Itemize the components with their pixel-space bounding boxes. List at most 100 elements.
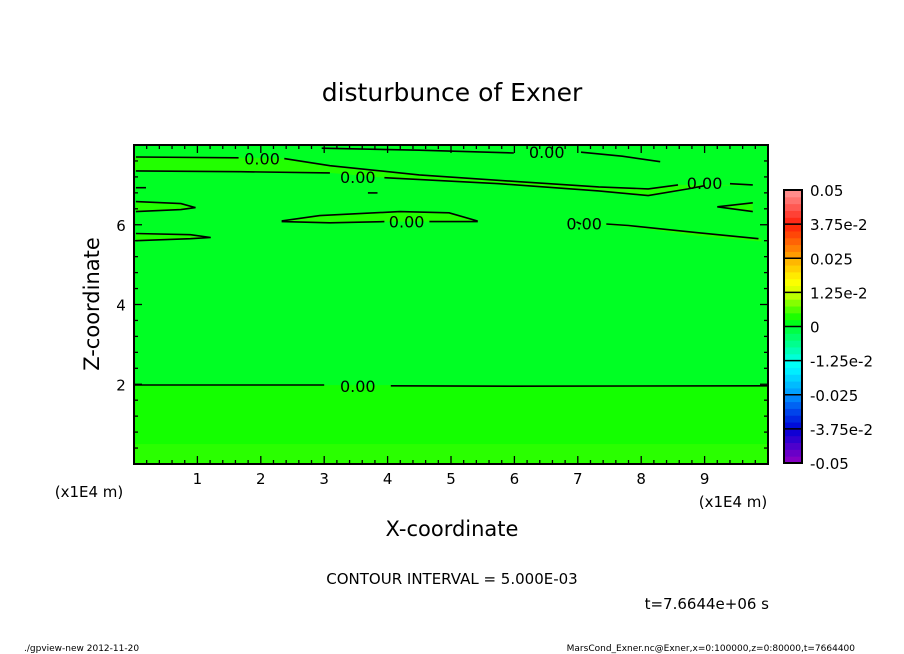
colorbar-shade [784,422,802,430]
colorbar-shade [784,196,802,205]
contour-label: 0.00 [389,213,425,232]
colorbar-shade [784,442,802,450]
colorbar-tick-label: -3.75e-2 [810,421,873,439]
colorbar-shade [784,203,802,211]
contour-line [384,176,705,197]
field-fill-positive-band [577,222,762,242]
x-tick-label: 1 [193,470,203,488]
colorbar-shade [784,326,802,334]
colorbar-shade [784,312,802,321]
colorbar-shade [784,265,802,273]
colorbar-shade [784,306,802,314]
x-tick-label: 7 [573,470,583,488]
colorbar-shade [784,299,802,307]
contour-line [717,202,753,213]
colorbar-shade [784,387,802,396]
colorbar-shade [784,401,802,409]
colorbar-shade [784,360,802,368]
colorbar-shade [784,415,802,423]
contour-line [729,182,753,186]
colorbar-frame [783,189,803,464]
colorbar-shade [784,237,802,246]
chart-title: disturbunce of Exner [322,78,583,107]
x-unit-label: (x1E4 m) [699,493,768,511]
colorbar-tick-label: -1.25e-2 [810,353,873,371]
contour-interval-text: CONTOUR INTERVAL = 5.000E-03 [326,570,577,588]
colorbar-shade [784,258,802,266]
colorbar-tick-label: 3.75e-2 [810,216,868,234]
contour-line [281,210,478,224]
colorbar-tick-label: -0.025 [810,387,858,405]
colorbar-shade [784,285,802,293]
x-tick-label: 8 [636,470,646,488]
colorbar-shade [784,394,802,403]
field-fill-bottom-layer [134,444,768,464]
colorbar-shade [784,353,802,362]
contour-fill [282,211,477,223]
contour-label: 0.00 [687,174,723,193]
y-tick-label: 2 [116,376,126,394]
colorbar-tick-label: 0.05 [810,182,843,200]
colorbar-shade [784,333,802,341]
time-text: t=7.6644e+06 s [645,595,770,613]
colorbar-shade [784,340,802,348]
y-tick-label: 6 [116,217,126,235]
colorbar-tick-label: 0.025 [810,250,853,268]
colorbar-shade [784,278,802,287]
plot-area: 0.00 0.00 0.00 0.00 0.00 0.00 0.00 [134,143,769,464]
contour-label: 0.00 [566,215,602,234]
colorbar-shade [784,428,802,437]
colorbar-shade [784,251,802,259]
x-tick-label: 4 [383,470,393,488]
x-axis-title: X-coordinate [386,517,519,541]
colorbar-tick-label: -0.05 [810,455,849,473]
colorbar-shade [784,217,802,225]
contour-line [321,147,514,154]
contour-line [606,223,759,240]
contour-label: 0.00 [244,150,280,169]
x-tick-label: 5 [446,470,456,488]
x-tick-label: 2 [256,470,266,488]
contour-line [135,170,330,174]
colorbar-shade [784,244,802,252]
footer-left: ./gpview-new 2012-11-20 [24,644,139,654]
colorbar-shade [784,381,802,389]
contour-line [135,200,196,213]
contour-fill [717,202,753,212]
x-tick-label: 3 [319,470,329,488]
axes: 1 2 3 4 5 6 7 8 9 2 4 6 [116,144,769,488]
contour-line [580,151,661,163]
colorbar-shade [784,449,802,457]
contour-line [284,157,679,190]
contour-line [576,221,582,225]
colorbar: 0.05 3.75e-2 0.025 1.25e-2 0 -1.25e-2 -0.025 -3… [783,182,873,473]
contour-label: 0.00 [529,143,565,162]
colorbar-shade [784,456,802,464]
contour-label: 0.00 [340,168,376,187]
contour-line [135,232,211,242]
colorbar-shade [784,319,802,327]
colorbar-shade [784,224,802,232]
colorbar-shade [784,374,802,382]
colorbar-shade [784,230,802,239]
field-fill-positive-band [134,156,753,196]
contour-label: 0.00 [340,377,376,396]
y-unit-label: (x1E4 m) [55,483,124,501]
colorbar-shade [784,435,802,444]
colorbar-tick-label: 1.25e-2 [810,284,868,302]
footer-right: MarsCond_Exner.nc@Exner,x=0:100000,z=0:8… [567,644,856,654]
y-axis-title: Z-coordinate [80,237,104,371]
colorbar-shade [784,346,802,355]
colorbar-shade [784,408,802,416]
colorbar-shade [784,367,802,375]
colorbar-shade [784,271,802,280]
colorbar-shade [784,190,802,198]
y-tick-label: 4 [116,297,126,315]
colorbar-tick-label: 0 [810,319,820,337]
colorbar-shade [784,292,802,300]
contour-line [135,156,239,159]
x-tick-label: 6 [510,470,520,488]
x-tick-label: 9 [700,470,710,488]
colorbar-shade [784,210,802,218]
